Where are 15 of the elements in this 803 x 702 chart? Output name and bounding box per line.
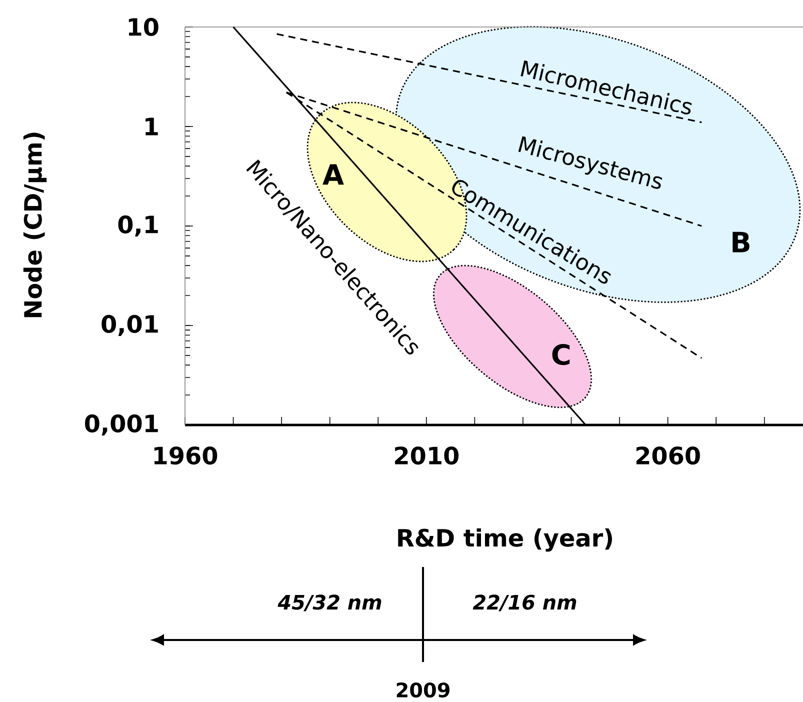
text: 45/32 nm (278, 594, 382, 612)
x-tick-label: 2060 (636, 446, 700, 465)
y-tick-label: 0,01 (102, 314, 158, 336)
x-tick-label: 1960 (154, 446, 218, 465)
x-tick-label: 2010 (395, 446, 459, 465)
annotation: C (552, 344, 570, 366)
y-tick-label: 0,1 (118, 215, 158, 237)
text: 22/16 nm (472, 594, 576, 612)
y-tick-label: 1 (146, 118, 158, 136)
y-tick-label: 10 (128, 18, 158, 36)
annotation: B (732, 232, 750, 252)
text: 2009 (396, 682, 450, 698)
y-tick-label: 0,001 (85, 414, 158, 436)
y-axis-title: Node (CD/µm) (23, 132, 47, 318)
x-axis-title: R&D time (year) (398, 528, 612, 552)
